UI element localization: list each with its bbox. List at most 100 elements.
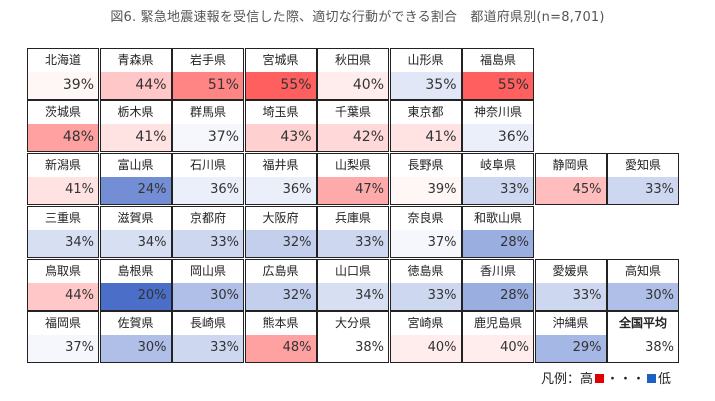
prefecture-cell: 富山県 24%: [99, 153, 172, 205]
legend-high-swatch: [594, 374, 604, 383]
legend-label: 凡例：: [540, 372, 580, 387]
prefecture-cell: 北海道 39%: [27, 48, 99, 100]
prefecture-value: 33%: [318, 230, 388, 257]
legend-dots: ・・・: [605, 372, 645, 387]
prefecture-cell: 島根県 20%: [99, 259, 172, 311]
prefecture-cell: 佐賀県 30%: [99, 311, 172, 363]
prefecture-cell: 高知県 30%: [607, 259, 679, 311]
prefecture-cell: 宮崎県 40%: [389, 311, 462, 363]
prefecture-value: 33%: [463, 177, 533, 204]
prefecture-name: 愛媛県: [535, 260, 606, 284]
prefecture-cell: 静岡県 45%: [534, 153, 607, 205]
prefecture-cell: 長野県 39%: [389, 153, 462, 205]
prefecture-value: 40%: [463, 335, 533, 362]
prefecture-name: 富山県: [100, 154, 171, 178]
prefecture-name: 高知県: [608, 260, 678, 284]
prefecture-name: 埼玉県: [245, 101, 316, 125]
prefecture-name: 宮崎県: [390, 312, 461, 336]
prefecture-name: 宮城県: [245, 49, 316, 73]
prefecture-name: 東京都: [390, 101, 461, 125]
prefecture-value: 48%: [28, 124, 98, 151]
prefecture-cell: 鳥取県 44%: [27, 259, 99, 311]
prefecture-name: 滋賀県: [100, 207, 171, 231]
prefecture-cell: 福井県 36%: [244, 153, 317, 205]
prefecture-cell: 青森県 44%: [99, 48, 172, 100]
prefecture-name: 長野県: [390, 154, 461, 178]
prefecture-value: 39%: [28, 72, 98, 99]
prefecture-value: 34%: [28, 230, 98, 257]
prefecture-name: 長崎県: [173, 312, 243, 336]
prefecture-value: 33%: [390, 283, 461, 310]
prefecture-cell: 東京都 41%: [389, 100, 462, 152]
prefecture-cell: 大阪府 32%: [244, 206, 317, 258]
prefecture-name: 鳥取県: [28, 260, 98, 284]
prefecture-value: 35%: [390, 72, 461, 99]
prefecture-value: 38%: [318, 335, 388, 362]
prefecture-value: 42%: [318, 124, 388, 151]
prefecture-name: 茨城県: [28, 101, 98, 125]
prefecture-name: 兵庫県: [318, 207, 388, 231]
prefecture-cell: 山口県 34%: [317, 259, 389, 311]
chart-title: 図6. 緊急地震速報を受信した際、適切な行動ができる割合 都道府県別(n=8,7…: [110, 10, 605, 25]
prefecture-value: 44%: [28, 283, 98, 310]
prefecture-grid: 北海道 39% 青森県 44% 岩手県 51% 宮城県 55% 秋田県 40% 山形県 35% 福島県 5…: [27, 48, 683, 363]
prefecture-value: 41%: [28, 177, 98, 204]
prefecture-cell: 奈良県 37%: [389, 206, 462, 258]
prefecture-cell: 新潟県 41%: [27, 153, 99, 205]
prefecture-value: 30%: [173, 283, 243, 310]
prefecture-name: 山形県: [390, 49, 461, 73]
prefecture-cell: 香川県 28%: [462, 259, 534, 311]
prefecture-value: 44%: [100, 72, 171, 99]
prefecture-name: 岩手県: [173, 49, 243, 73]
legend-high: 高: [579, 372, 593, 387]
legend-low: 低: [657, 372, 671, 387]
prefecture-cell: 愛媛県 33%: [534, 259, 607, 311]
legend-low-swatch: [646, 374, 656, 383]
prefecture-name: 岡山県: [173, 260, 243, 284]
prefecture-cell: 岐阜県 33%: [462, 153, 534, 205]
prefecture-cell: 宮城県 55%: [244, 48, 317, 100]
prefecture-cell: 兵庫県 33%: [317, 206, 389, 258]
prefecture-value: 41%: [100, 124, 171, 151]
prefecture-cell: 和歌山県 28%: [462, 206, 534, 258]
prefecture-name: 神奈川県: [463, 101, 533, 125]
prefecture-name: 山口県: [318, 260, 388, 284]
prefecture-name: 千葉県: [318, 101, 388, 125]
prefecture-name: 新潟県: [28, 154, 98, 178]
prefecture-value: 30%: [608, 283, 678, 310]
prefecture-value: 36%: [173, 177, 243, 204]
prefecture-name: 徳島県: [390, 260, 461, 284]
prefecture-name: 沖縄県: [535, 312, 606, 336]
prefecture-cell: 岩手県 51%: [172, 48, 244, 100]
prefecture-name: 栃木県: [100, 101, 171, 125]
prefecture-name: 山梨県: [318, 154, 388, 178]
prefecture-name: 静岡県: [535, 154, 606, 178]
prefecture-value: 55%: [463, 72, 533, 99]
prefecture-cell: 鹿児島県 40%: [462, 311, 534, 363]
prefecture-cell: 滋賀県 34%: [99, 206, 172, 258]
prefecture-cell: 神奈川県 36%: [462, 100, 534, 152]
prefecture-cell: 群馬県 37%: [172, 100, 244, 152]
prefecture-value: 34%: [100, 230, 171, 257]
prefecture-cell: 山形県 35%: [389, 48, 462, 100]
prefecture-cell: 京都府 33%: [172, 206, 244, 258]
prefecture-name: 島根県: [100, 260, 171, 284]
prefecture-value: 47%: [318, 177, 388, 204]
prefecture-value: 33%: [173, 230, 243, 257]
prefecture-cell: 山梨県 47%: [317, 153, 389, 205]
prefecture-name: 青森県: [100, 49, 171, 73]
prefecture-name: 愛知県: [608, 154, 678, 178]
prefecture-value: 36%: [245, 177, 316, 204]
prefecture-value: 45%: [535, 177, 606, 204]
prefecture-value: 38%: [608, 335, 678, 362]
prefecture-value: 39%: [390, 177, 461, 204]
prefecture-value: 51%: [173, 72, 243, 99]
prefecture-name: 香川県: [463, 260, 533, 284]
prefecture-name: 北海道: [28, 49, 98, 73]
prefecture-cell: 福岡県 37%: [27, 311, 99, 363]
legend: 凡例：高 ・・・低: [541, 368, 671, 387]
prefecture-name: 秋田県: [318, 49, 388, 73]
prefecture-name: 大阪府: [245, 207, 316, 231]
prefecture-value: 28%: [463, 230, 533, 257]
prefecture-cell: 岡山県 30%: [172, 259, 244, 311]
